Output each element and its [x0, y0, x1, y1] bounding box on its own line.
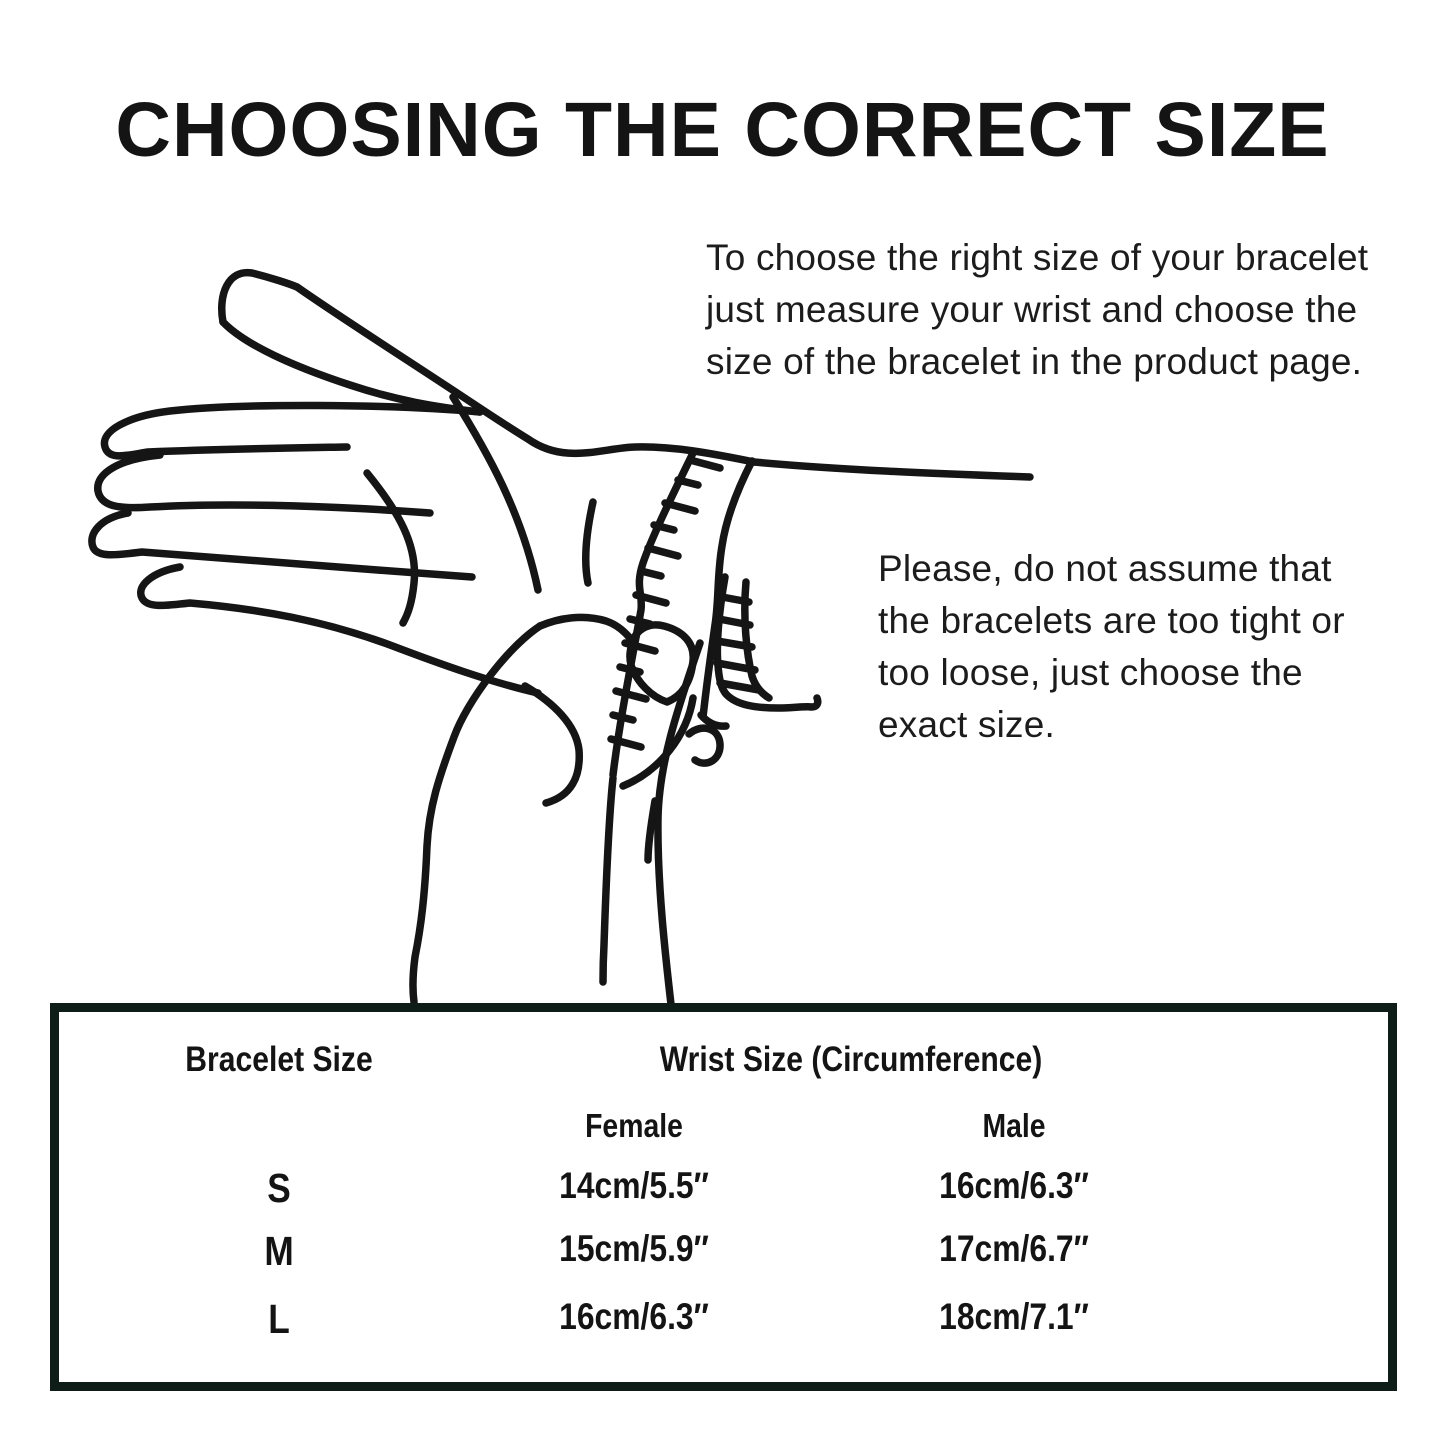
- intro-line: size of the bracelet in the product page…: [706, 341, 1363, 382]
- table-row-m-female-value: 15cm/5.9″: [559, 1228, 709, 1269]
- ring-finger: [88, 509, 476, 581]
- hand-silhouette-line: [218, 268, 758, 466]
- folded-index-finger: [521, 682, 583, 807]
- note-line: Please, do not assume that: [878, 548, 1332, 589]
- table-row-l-female-value: 16cm/6.3″: [559, 1296, 709, 1337]
- table-header-wrist-size: Wrist Size (Circumference): [659, 1040, 1043, 1079]
- middle-finger: [94, 451, 434, 517]
- palm-crease: [449, 393, 542, 594]
- tape-tail-left-edge: [599, 774, 617, 986]
- note-line: too loose, just choose the: [878, 652, 1303, 693]
- table-subheader-male: Male: [982, 1107, 1046, 1144]
- palm-crease: [581, 498, 597, 587]
- table-row-m-size: M: [264, 1228, 294, 1274]
- holding-hand-right-edge: [654, 639, 704, 1015]
- palm-crease: [363, 469, 419, 627]
- table-row-s-female-value: 14cm/5.5″: [559, 1165, 709, 1206]
- holding-thumb-outer-edge: [409, 622, 544, 1006]
- tape-end-foot-underline: [697, 711, 730, 730]
- note-paragraph: Please, do not assume that the bracelets…: [878, 543, 1345, 751]
- tape-tick-marks: [607, 456, 724, 751]
- wrist-measurement-illustration: [88, 268, 1034, 1015]
- index-finger: [100, 401, 484, 460]
- note-line: the bracelets are too tight or: [878, 600, 1345, 641]
- table-row-m-male-value: 17cm/6.7″: [939, 1228, 1089, 1269]
- pinky-finger: [137, 563, 542, 697]
- tape-end-foot: [722, 690, 822, 712]
- page-title: CHOOSING THE CORRECT SIZE: [115, 87, 1330, 173]
- holding-thumb-top-edge: [536, 613, 633, 641]
- intro-paragraph: To choose the right size of your bracele…: [706, 232, 1368, 388]
- thumb-web-line: [219, 318, 484, 416]
- table-row-s-size: S: [267, 1165, 291, 1211]
- tape-end-curl: [685, 724, 724, 767]
- intro-line: just measure your wrist and choose the: [706, 289, 1358, 330]
- note-line: exact size.: [878, 704, 1055, 745]
- table-subheader-female: Female: [585, 1107, 683, 1144]
- forearm-line: [750, 458, 1034, 481]
- table-row-l-size: L: [268, 1296, 290, 1342]
- tape-right-edge: [699, 457, 756, 721]
- table-row-s-male-value: 16cm/6.3″: [939, 1165, 1089, 1206]
- tape-end-rungs: [713, 593, 763, 694]
- table-row-l-male-value: 18cm/7.1″: [939, 1296, 1089, 1337]
- intro-line: To choose the right size of your bracele…: [706, 237, 1369, 278]
- table-header-bracelet-size: Bracelet Size: [185, 1040, 373, 1079]
- tape-tail-right-edge: [644, 797, 659, 864]
- size-table: Bracelet Size Wrist Size (Circumference)…: [50, 1003, 1397, 1391]
